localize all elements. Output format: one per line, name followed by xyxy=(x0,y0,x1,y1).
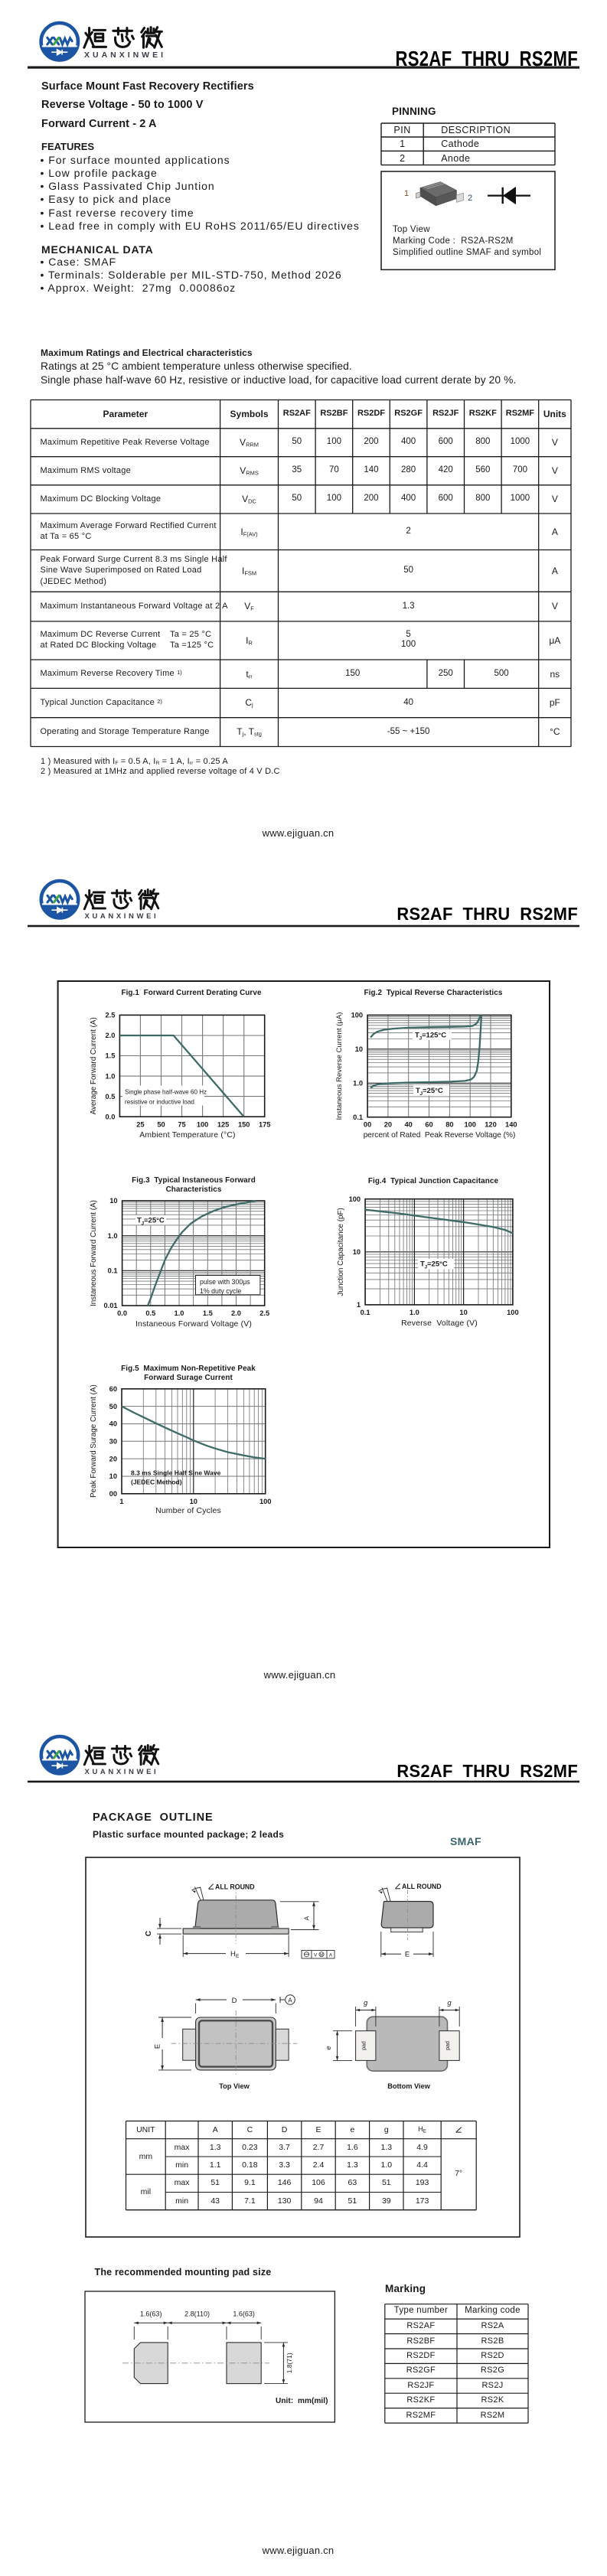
svg-text:e: e xyxy=(325,2046,333,2049)
svg-text:0.1: 0.1 xyxy=(361,1309,370,1316)
svg-text:J: J xyxy=(420,1091,423,1097)
svg-text:1.0: 1.0 xyxy=(105,1072,115,1080)
svg-text:100: 100 xyxy=(507,1309,519,1316)
svg-text:2.5: 2.5 xyxy=(105,1012,115,1019)
svg-text:175: 175 xyxy=(259,1121,271,1129)
svg-text:100: 100 xyxy=(259,1498,272,1505)
svg-text:(JEDEC Method): (JEDEC Method) xyxy=(131,1479,182,1486)
svg-text:pad: pad xyxy=(362,2041,367,2050)
svg-text:ALL ROUND: ALL ROUND xyxy=(402,1883,442,1890)
svg-text:E: E xyxy=(405,1951,410,1959)
svg-text:20: 20 xyxy=(384,1121,392,1129)
svg-text:E: E xyxy=(154,2044,162,2049)
svg-text:1.0: 1.0 xyxy=(353,1080,363,1087)
svg-text:100: 100 xyxy=(197,1121,209,1129)
svg-text:2.5: 2.5 xyxy=(259,1309,269,1317)
svg-text:60: 60 xyxy=(425,1121,432,1129)
svg-text:D: D xyxy=(232,1997,237,2005)
svg-text:A: A xyxy=(288,1997,292,2004)
svg-text:=25°C: =25°C xyxy=(423,1087,443,1095)
svg-text:A: A xyxy=(303,1916,311,1920)
svg-text:100: 100 xyxy=(349,1195,361,1203)
svg-text:10: 10 xyxy=(459,1309,467,1316)
svg-text:10: 10 xyxy=(109,1197,117,1205)
svg-text:10: 10 xyxy=(355,1045,363,1053)
svg-text:00: 00 xyxy=(364,1121,371,1129)
svg-text:=125°C: =125°C xyxy=(422,1032,446,1040)
svg-text:J: J xyxy=(419,1036,423,1042)
svg-text:75: 75 xyxy=(178,1121,185,1129)
svg-text:1.0: 1.0 xyxy=(108,1232,118,1240)
svg-text:0.01: 0.01 xyxy=(103,1302,117,1309)
svg-text:A: A xyxy=(329,1953,333,1958)
svg-text:00: 00 xyxy=(109,1490,117,1498)
svg-text:50: 50 xyxy=(157,1121,165,1129)
svg-text:10: 10 xyxy=(190,1498,197,1505)
svg-text:150: 150 xyxy=(238,1121,250,1129)
svg-text:V: V xyxy=(314,1953,318,1958)
svg-text:60: 60 xyxy=(109,1385,117,1393)
svg-text:100: 100 xyxy=(351,1012,364,1019)
svg-text:g: g xyxy=(364,1999,368,2007)
svg-text:20: 20 xyxy=(109,1455,117,1462)
svg-text:100: 100 xyxy=(464,1121,476,1129)
svg-text:120: 120 xyxy=(485,1121,497,1129)
svg-text:Instaneous Forward Current (A): Instaneous Forward Current (A) xyxy=(90,1200,98,1306)
svg-text:pad: pad xyxy=(445,2041,451,2050)
svg-text:8.3 ms Single Half Sine Wave: 8.3 ms Single Half Sine Wave xyxy=(131,1469,221,1477)
svg-text:Junction Capacitance (pF): Junction Capacitance (pF) xyxy=(337,1208,345,1296)
svg-text:M: M xyxy=(320,1953,323,1958)
svg-text:10: 10 xyxy=(353,1248,361,1256)
svg-text:50: 50 xyxy=(109,1403,117,1410)
svg-text:1.8(71): 1.8(71) xyxy=(286,2353,293,2373)
svg-text:0.0: 0.0 xyxy=(117,1309,127,1317)
svg-text:=25°C: =25°C xyxy=(144,1217,165,1225)
svg-text:2.0: 2.0 xyxy=(105,1032,115,1039)
svg-text:1: 1 xyxy=(357,1301,361,1309)
svg-text:Peak Forward Surage Current (A: Peak Forward Surage Current (A) xyxy=(90,1384,98,1498)
svg-text:0.0: 0.0 xyxy=(105,1113,115,1120)
svg-text:T: T xyxy=(420,1260,425,1269)
svg-text:30: 30 xyxy=(109,1438,117,1446)
svg-text:C: C xyxy=(145,1931,153,1936)
svg-text:10: 10 xyxy=(109,1472,117,1480)
svg-text:Single phase half-wave 60 Hz: Single phase half-wave 60 Hz xyxy=(125,1088,207,1095)
svg-text:T: T xyxy=(415,1032,419,1040)
svg-text:J: J xyxy=(425,1265,428,1270)
svg-text:H: H xyxy=(230,1950,236,1958)
svg-text:0.1: 0.1 xyxy=(353,1114,363,1121)
svg-text:g: g xyxy=(447,1999,452,2007)
svg-text:T: T xyxy=(416,1087,420,1095)
svg-text:40: 40 xyxy=(109,1420,117,1428)
svg-text:1.5: 1.5 xyxy=(203,1309,213,1317)
svg-text:25: 25 xyxy=(136,1121,144,1129)
svg-text:1.5: 1.5 xyxy=(105,1052,115,1060)
svg-text:Average Forward Current (A): Average Forward Current (A) xyxy=(90,1017,98,1114)
svg-text:1.6(63): 1.6(63) xyxy=(233,2310,255,2318)
svg-text:pulse with 300μs: pulse with 300μs xyxy=(200,1278,250,1286)
svg-text:T: T xyxy=(137,1217,142,1225)
svg-text:Instaneous Reverse Current (μA: Instaneous Reverse Current (μA) xyxy=(335,1012,344,1120)
svg-text:ALL ROUND: ALL ROUND xyxy=(215,1883,255,1891)
svg-text:140: 140 xyxy=(505,1121,517,1129)
svg-text:2.8(110): 2.8(110) xyxy=(184,2310,210,2318)
svg-text:1.0: 1.0 xyxy=(175,1309,184,1317)
svg-text:1: 1 xyxy=(119,1498,123,1505)
svg-text:0.5: 0.5 xyxy=(105,1093,115,1101)
svg-text:1.6(63): 1.6(63) xyxy=(140,2310,162,2318)
svg-text:80: 80 xyxy=(445,1121,453,1129)
svg-text:125: 125 xyxy=(217,1121,230,1129)
svg-text:40: 40 xyxy=(405,1121,413,1129)
svg-text:0.1: 0.1 xyxy=(108,1267,118,1275)
svg-text:Bottom View: Bottom View xyxy=(387,2082,430,2090)
svg-text:resistive or inductive load: resistive or inductive load xyxy=(125,1098,194,1105)
svg-text:0.5: 0.5 xyxy=(145,1309,155,1317)
svg-text:1.0: 1.0 xyxy=(410,1309,419,1316)
svg-text:Top View: Top View xyxy=(219,2082,250,2090)
svg-text:1% duty cycle: 1% duty cycle xyxy=(200,1287,241,1295)
svg-text:J: J xyxy=(142,1221,145,1227)
svg-text:E: E xyxy=(236,1954,240,1959)
svg-text:=25°C: =25°C xyxy=(427,1260,448,1269)
svg-text:2.0: 2.0 xyxy=(231,1309,241,1317)
